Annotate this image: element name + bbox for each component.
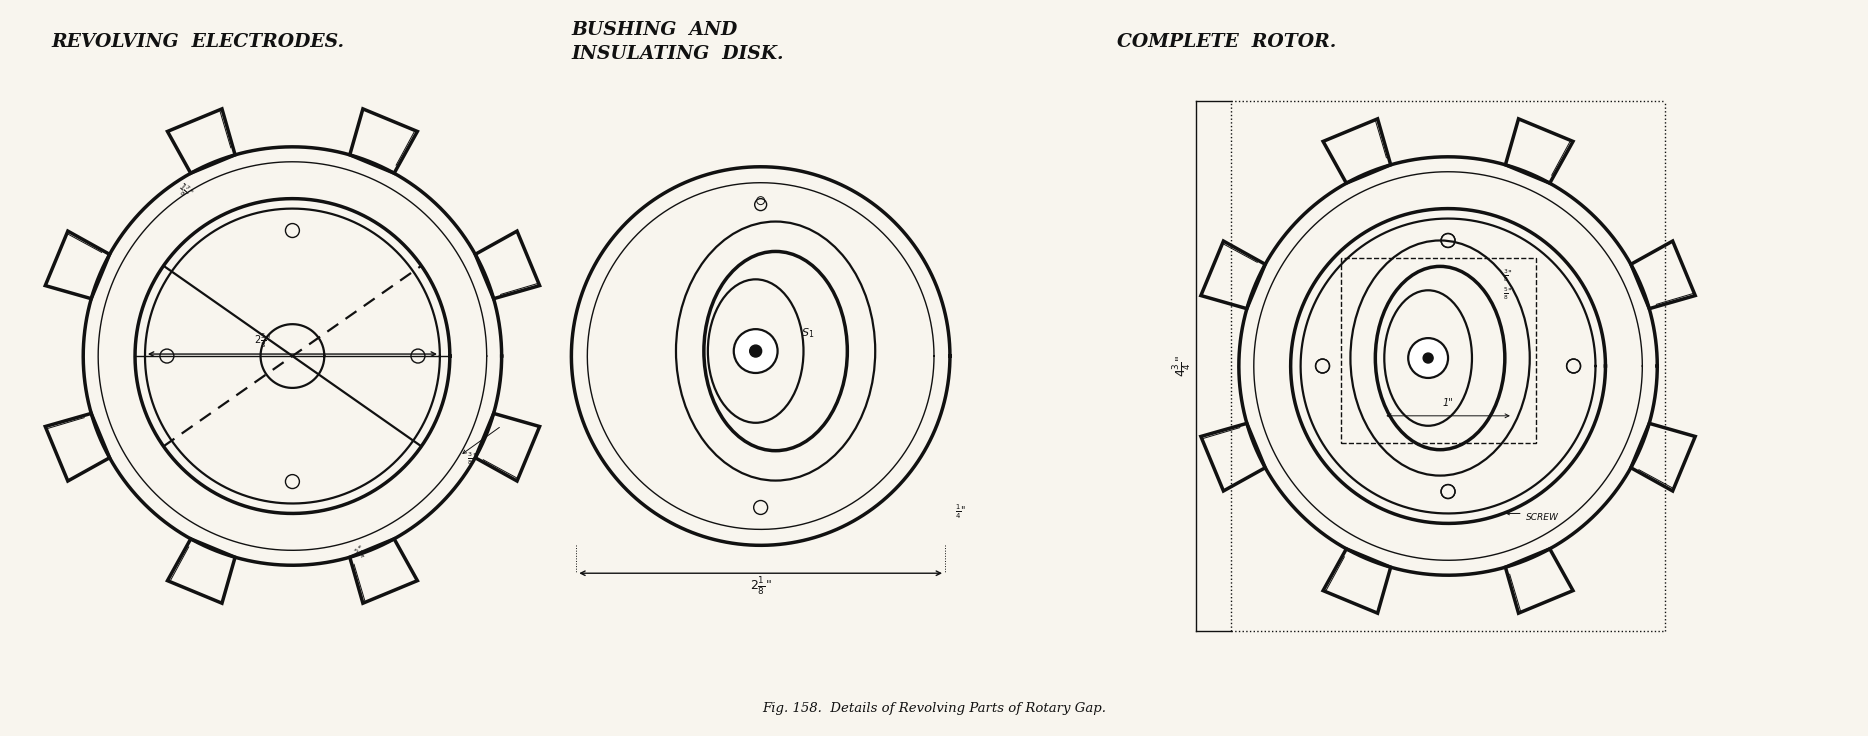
Circle shape bbox=[749, 345, 762, 357]
Text: $\frac{3}{4}$": $\frac{3}{4}$" bbox=[353, 542, 372, 562]
Text: $\frac{3}{8}$": $\frac{3}{8}$" bbox=[1504, 268, 1513, 284]
Text: $1\frac{7}{8}$": $1\frac{7}{8}$" bbox=[174, 180, 196, 202]
Text: $S_1$: $S_1$ bbox=[801, 326, 814, 340]
Text: INSULATING  DISK.: INSULATING DISK. bbox=[572, 45, 785, 63]
Polygon shape bbox=[45, 231, 110, 299]
Polygon shape bbox=[1506, 549, 1573, 613]
Text: $2\frac{1}{8}$": $2\frac{1}{8}$" bbox=[749, 575, 771, 596]
Polygon shape bbox=[474, 231, 540, 299]
Polygon shape bbox=[1201, 423, 1265, 491]
Polygon shape bbox=[474, 414, 540, 481]
Text: $2\frac{5}{8}$": $2\frac{5}{8}$" bbox=[254, 332, 271, 350]
Circle shape bbox=[1423, 353, 1433, 363]
Bar bbox=[1341, 258, 1535, 443]
Polygon shape bbox=[1631, 423, 1696, 491]
Text: SCREW: SCREW bbox=[1526, 514, 1558, 523]
Polygon shape bbox=[1506, 118, 1573, 183]
Polygon shape bbox=[349, 109, 417, 173]
Polygon shape bbox=[1631, 241, 1696, 308]
Text: $4\frac{3}{4}$": $4\frac{3}{4}$" bbox=[1171, 355, 1194, 377]
Text: COMPLETE  ROTOR.: COMPLETE ROTOR. bbox=[1117, 33, 1337, 52]
Text: $\frac{5}{8}$": $\frac{5}{8}$" bbox=[1504, 286, 1513, 302]
Circle shape bbox=[1408, 338, 1448, 378]
Text: BUSHING  AND: BUSHING AND bbox=[572, 21, 738, 39]
Polygon shape bbox=[45, 414, 110, 481]
Polygon shape bbox=[349, 539, 417, 604]
Polygon shape bbox=[1201, 241, 1265, 308]
Text: Fig. 158.  Details of Revolving Parts of Rotary Gap.: Fig. 158. Details of Revolving Parts of … bbox=[762, 701, 1106, 715]
Polygon shape bbox=[168, 539, 235, 604]
Text: $\frac{1}{4}$": $\frac{1}{4}$" bbox=[955, 503, 966, 521]
Text: REVOLVING  ELECTRODES.: REVOLVING ELECTRODES. bbox=[50, 33, 344, 52]
Circle shape bbox=[734, 329, 777, 373]
Text: $\frac{3}{8}$": $\frac{3}{8}$" bbox=[467, 450, 476, 467]
Polygon shape bbox=[1323, 549, 1390, 613]
Text: 1": 1" bbox=[1442, 398, 1453, 408]
Polygon shape bbox=[1323, 118, 1390, 183]
Polygon shape bbox=[168, 109, 235, 173]
